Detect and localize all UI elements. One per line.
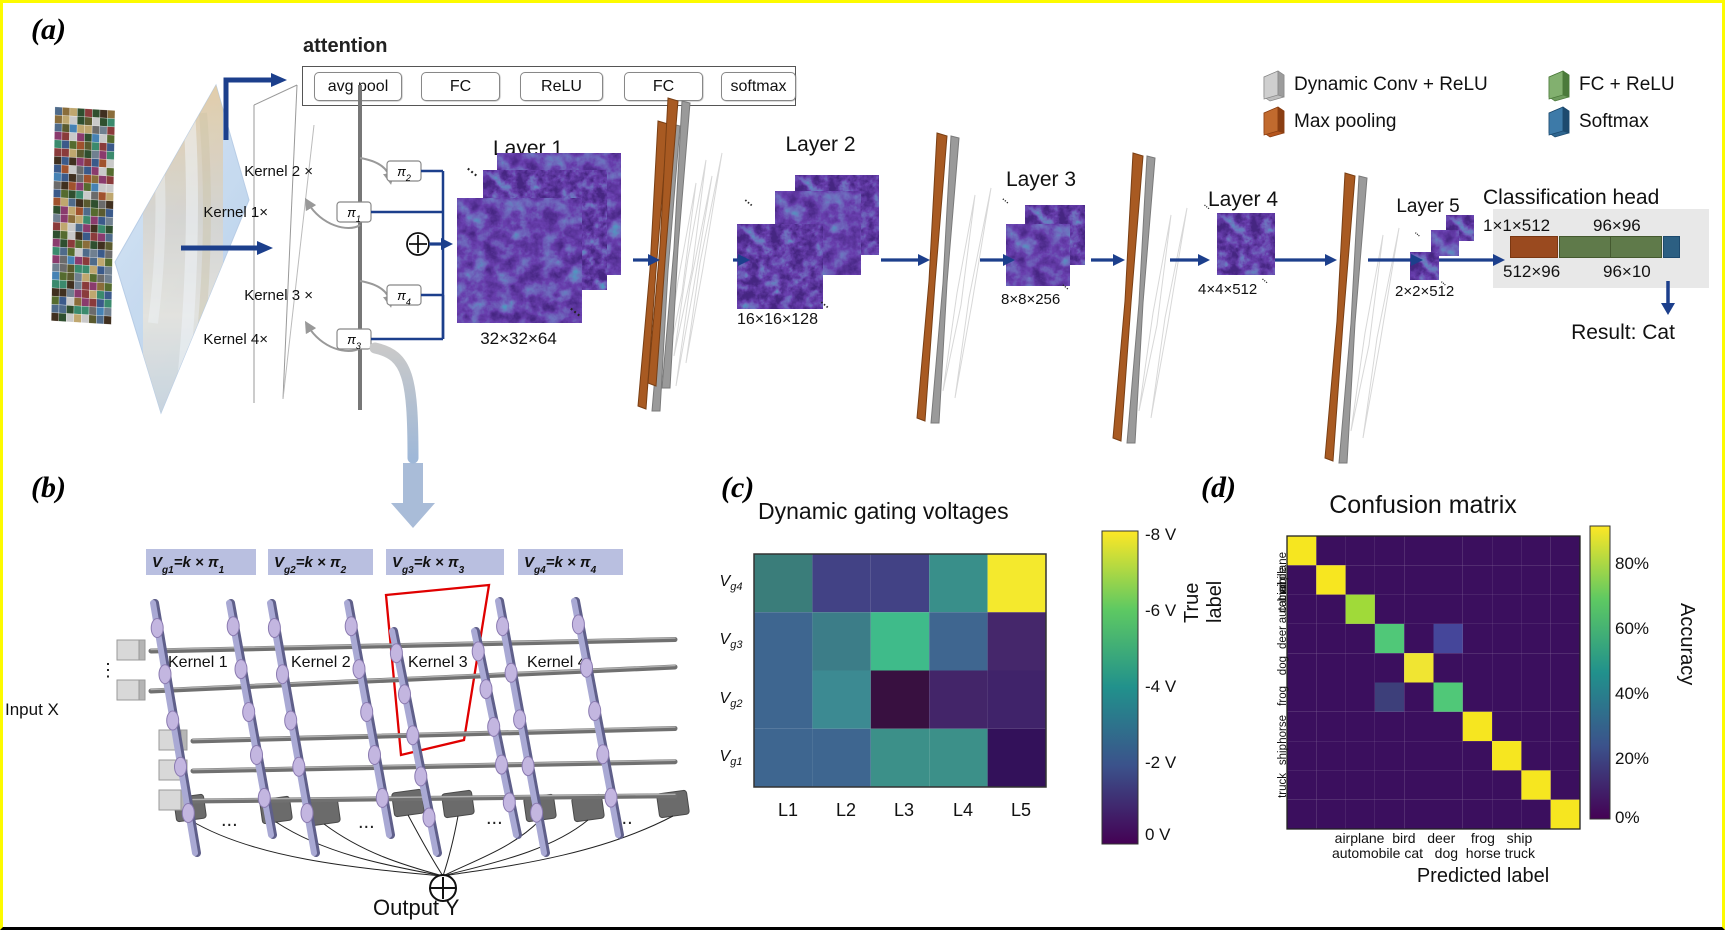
- svg-text:truck: truck: [1277, 773, 1289, 798]
- svg-text:Kernel 4: Kernel 4: [527, 654, 587, 671]
- svg-text:...: ...: [486, 807, 503, 829]
- svg-text:ship: ship: [1277, 744, 1289, 765]
- svg-text:⋮: ⋮: [99, 660, 116, 680]
- svg-text:Kernel 3: Kernel 3: [408, 654, 468, 671]
- svg-text:deer: deer: [1277, 626, 1289, 649]
- svg-text:...: ...: [221, 809, 238, 831]
- svg-text:frog: frog: [1277, 686, 1289, 706]
- svg-text:cat: cat: [1277, 596, 1289, 612]
- svg-text:Output Y: Output Y: [373, 895, 460, 920]
- svg-text:Input X: Input X: [5, 700, 59, 719]
- svg-text:Kernel 2: Kernel 2: [291, 654, 351, 671]
- svg-text:...: ...: [358, 811, 375, 833]
- svg-text:dog: dog: [1277, 656, 1289, 675]
- svg-text:Kernel 1: Kernel 1: [168, 654, 228, 671]
- svg-text:horse: horse: [1277, 715, 1289, 744]
